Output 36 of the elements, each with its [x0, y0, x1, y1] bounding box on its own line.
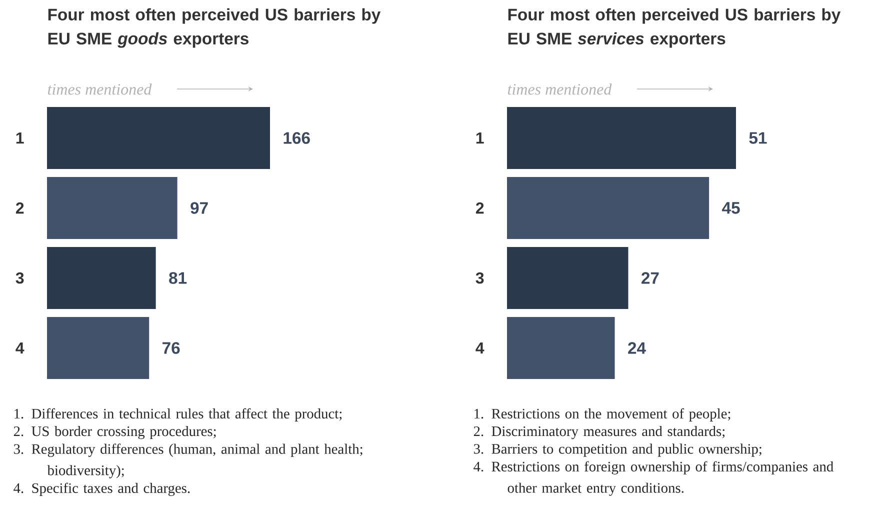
y-tick-label: 4: [476, 342, 484, 354]
data-label: 51: [749, 132, 767, 144]
bar: [507, 316, 615, 379]
y-tick-label: 1: [476, 132, 484, 144]
y-tick-label: 2: [16, 202, 24, 214]
data-label: 27: [642, 272, 659, 284]
data-label: 97: [190, 202, 208, 214]
data-label: 24: [628, 342, 646, 354]
data-label: 166: [284, 132, 310, 144]
y-tick-label: 3: [476, 272, 484, 284]
bar: [507, 176, 710, 239]
text: 1. Restrictions on the movement of people;: [474, 408, 730, 422]
data-label: 45: [722, 202, 740, 214]
y-tick-label: 1: [16, 132, 24, 144]
bar: [47, 246, 156, 309]
chart-title: Four most often perceived US barriers by EU SME services exporters: [508, 8, 841, 48]
text: 4. Specific taxes and charges.: [14, 482, 190, 496]
data-label: 81: [169, 272, 187, 284]
text: 4. Restrictions on foreign ownership of firms/companies and other market entry conditions.: [474, 461, 834, 496]
bar: [507, 246, 628, 309]
data-label: 76: [162, 342, 180, 354]
y-tick-label: 3: [16, 272, 24, 284]
y-tick-label: 2: [476, 202, 484, 214]
text: 3. Regulatory differences (human, animal and plant health; biodiversity);: [14, 444, 362, 478]
y-tick-label: 4: [16, 342, 24, 354]
text: 2. Discriminatory measures and standards;: [474, 426, 725, 440]
x-axis-title: times mentioned: [48, 83, 152, 95]
bar: [47, 316, 150, 379]
chart-title: Four most often perceived US barriers by EU SME goods exporters: [48, 8, 381, 48]
x-axis-title: times mentioned: [508, 83, 612, 95]
bar: [47, 176, 178, 239]
text: 2. US border crossing procedures;: [14, 426, 216, 440]
bar: [507, 106, 736, 169]
text: 1. Differences in technical rules that affect the product;: [14, 408, 342, 422]
bar: [47, 106, 270, 169]
text: 3. Barriers to competition and public ownership;: [474, 444, 762, 457]
